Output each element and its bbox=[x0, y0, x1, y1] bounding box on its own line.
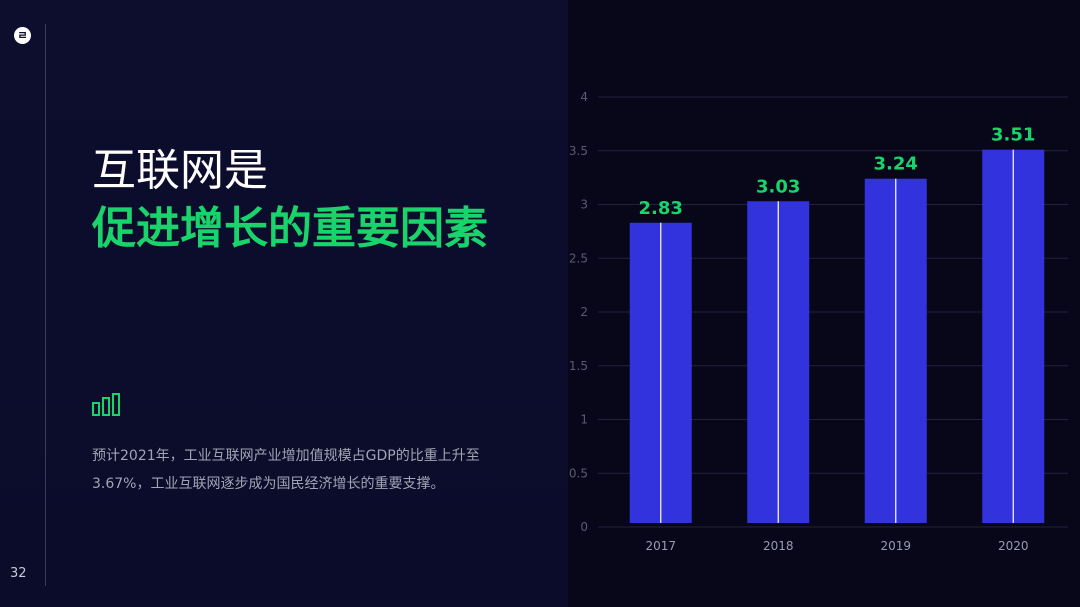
x-tick-label: 2018 bbox=[763, 539, 794, 553]
y-tick-label: 1.5 bbox=[569, 359, 588, 373]
y-tick-label: 2.5 bbox=[569, 251, 588, 265]
headline-line1: 互联网是 bbox=[92, 145, 268, 196]
data-label: 3.24 bbox=[874, 154, 918, 175]
y-tick-label: 3 bbox=[580, 198, 588, 212]
headline-line2: 促进增长的重要因素 bbox=[92, 203, 488, 254]
y-tick-label: 4 bbox=[580, 90, 588, 104]
bar-chart-icon bbox=[92, 393, 120, 416]
data-label: 2.83 bbox=[639, 198, 683, 219]
x-tick-label: 2020 bbox=[998, 539, 1029, 553]
divider-line bbox=[45, 24, 46, 586]
page-number: 32 bbox=[10, 566, 27, 581]
x-tick-label: 2019 bbox=[880, 539, 911, 553]
bar-chart: 0 0.5 1 1.5 2 2.5 3 3.5 4 2.83 2017 3.03 2018 3.24 201… bbox=[569, 90, 1068, 553]
logo: ㄹ bbox=[14, 27, 31, 44]
left-panel bbox=[0, 0, 568, 607]
y-tick-label: 1 bbox=[580, 413, 588, 427]
data-label: 3.51 bbox=[991, 125, 1035, 146]
x-tick-label: 2017 bbox=[645, 539, 676, 553]
description-text: 预计2021年，工业互联网产业增加值规模占GDP的比重上升至3.67%，工业互联… bbox=[92, 448, 480, 492]
y-tick-label: 2 bbox=[580, 305, 588, 319]
y-tick-label: 0 bbox=[580, 520, 588, 534]
y-tick-label: 3.5 bbox=[569, 144, 588, 158]
data-label: 3.03 bbox=[756, 176, 800, 197]
y-tick-label: 0.5 bbox=[569, 466, 588, 480]
